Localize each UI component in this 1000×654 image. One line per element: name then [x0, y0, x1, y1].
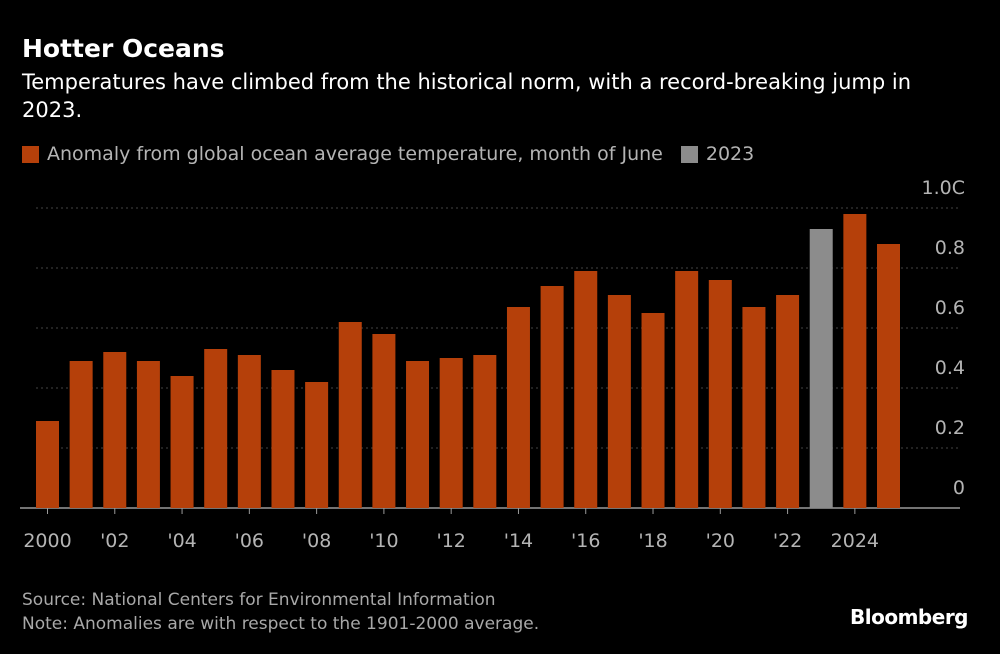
bar-2010 — [372, 334, 396, 508]
chart-title: Hotter Oceans — [22, 34, 225, 63]
note-text: Note: Anomalies are with respect to the … — [22, 614, 540, 634]
bar-2006 — [237, 355, 261, 508]
x-tick-label: '12 — [436, 530, 465, 552]
x-tick-label: '20 — [706, 530, 735, 552]
chart-subtitle: Temperatures have climbed from the histo… — [22, 70, 912, 122]
y-tick-label: 0.8 — [935, 237, 965, 259]
bar-2004 — [170, 376, 194, 508]
bar-2015 — [540, 286, 564, 508]
legend-label-anomaly: Anomaly from global ocean average temper… — [47, 143, 663, 165]
bar-2016 — [574, 271, 598, 508]
bar-2008 — [305, 382, 329, 508]
bar-2007 — [271, 370, 295, 508]
bar-2022 — [776, 295, 800, 508]
bar-2019 — [675, 271, 699, 508]
x-tick-label: '18 — [638, 530, 667, 552]
bar-2018 — [641, 313, 665, 508]
bar-2013 — [473, 355, 497, 508]
x-tick-label: 2000 — [23, 530, 71, 552]
bar-2014 — [506, 307, 530, 508]
bar-2000 — [36, 421, 59, 508]
bar-2005 — [204, 349, 228, 508]
legend-label-2023: 2023 — [705, 143, 755, 165]
bar-2011 — [406, 361, 430, 508]
bar-2002 — [103, 352, 127, 508]
x-tick-label: '14 — [504, 530, 533, 552]
legend-swatch-2023 — [680, 145, 698, 163]
bar-2003 — [136, 361, 160, 508]
legend: Anomaly from global ocean average temper… — [22, 143, 754, 165]
x-tick-label: '02 — [100, 530, 129, 552]
footnotes: Source: National Centers for Environment… — [22, 588, 539, 636]
y-tick-label: 0.2 — [935, 417, 965, 439]
x-tick-label: 2024 — [831, 530, 879, 552]
bar-2020 — [708, 280, 732, 508]
bar-2025 — [877, 244, 900, 508]
x-tick-label: '04 — [167, 530, 196, 552]
y-tick-label: 0.4 — [935, 357, 965, 379]
x-tick-label: '10 — [369, 530, 398, 552]
bar-2001 — [69, 361, 93, 508]
y-tick-label: 1.0C — [922, 177, 965, 199]
bar-2024 — [843, 214, 867, 508]
bloomberg-logo: Bloomberg — [850, 605, 968, 629]
bar-2012 — [439, 358, 463, 508]
source-text: Source: National Centers for Environment… — [22, 590, 496, 610]
x-tick-label: '16 — [571, 530, 600, 552]
x-tick-label: '06 — [235, 530, 264, 552]
bar-2021 — [742, 307, 766, 508]
y-tick-label: 0.6 — [935, 297, 965, 319]
bar-2023 — [809, 229, 833, 508]
legend-swatch-anomaly — [22, 145, 39, 163]
y-tick-label: 0 — [953, 477, 965, 499]
bar-2009 — [338, 322, 362, 508]
bar-2017 — [607, 295, 631, 508]
x-tick-label: '22 — [773, 530, 802, 552]
x-tick-label: '08 — [302, 530, 331, 552]
